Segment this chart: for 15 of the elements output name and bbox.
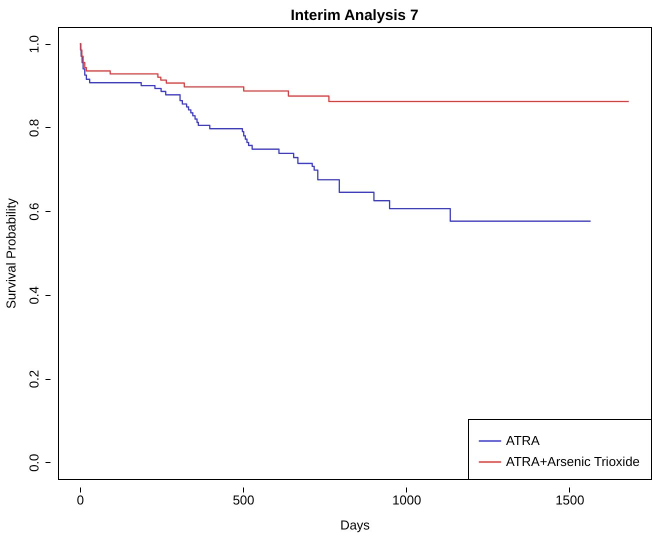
y-tick-label: 0.2 xyxy=(26,370,42,388)
chart-title: Interim Analysis 7 xyxy=(290,7,418,24)
x-tick-label: 500 xyxy=(232,492,254,508)
y-tick-label: 0.6 xyxy=(26,202,42,221)
x-tick-label: 1500 xyxy=(555,492,584,508)
y-tick-label: 0.8 xyxy=(26,118,42,137)
y-tick-label: 0.4 xyxy=(26,286,42,304)
y-tick-label: 1.0 xyxy=(26,35,42,54)
x-tick-label: 1000 xyxy=(392,492,422,508)
y-tick-label: 0.0 xyxy=(26,454,42,472)
legend-label: ATRA+Arsenic Trioxide xyxy=(506,454,640,469)
x-axis-title: Days xyxy=(340,518,370,532)
legend-label: ATRA xyxy=(506,433,540,448)
y-axis-title: Survival Probability xyxy=(4,198,18,309)
x-tick-label: 0 xyxy=(76,492,84,508)
